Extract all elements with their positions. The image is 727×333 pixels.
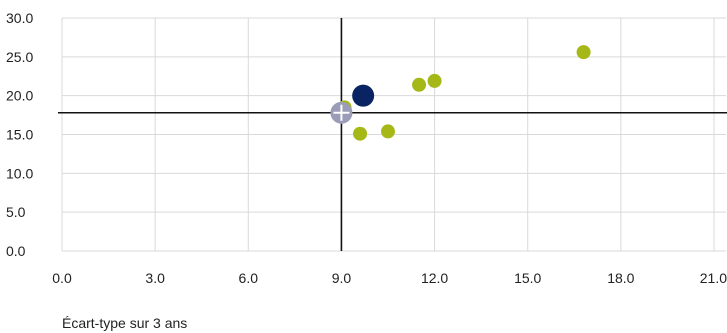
y-tick-label: 10.0 [6,165,33,181]
x-tick-label: 15.0 [514,270,541,286]
y-tick-label: 15.0 [6,127,33,143]
x-tick-label: 6.0 [239,270,259,286]
scatter-point [381,124,395,139]
x-tick-label: 12.0 [421,270,448,286]
scatter-point [353,126,368,141]
x-tick-label: 9.0 [332,270,352,286]
y-tick-label: 30.0 [6,10,33,26]
y-tick-label: 20.0 [6,88,33,104]
x-tick-label: 18.0 [607,270,634,286]
x-tick-label: 0.0 [52,270,72,286]
scatter-point [427,73,442,88]
reference-lines [58,18,727,251]
scatter-point [412,77,427,92]
data-points [330,45,591,141]
x-axis-title: Écart-type sur 3 ans [62,315,187,331]
tick-labels: 0.0 5.0 10.0 15.0 20.0 25.0 30.0 0.0 3.0 6.0 9.0 12… [6,10,727,286]
x-tick-label: 21.0 [700,270,727,286]
y-tick-label: 25.0 [6,49,33,65]
highlight-point [352,84,375,107]
y-tick-label: 5.0 [6,204,26,220]
x-tick-label: 3.0 [145,270,165,286]
scatter-point [576,45,591,60]
y-tick-label: 0.0 [6,243,26,259]
